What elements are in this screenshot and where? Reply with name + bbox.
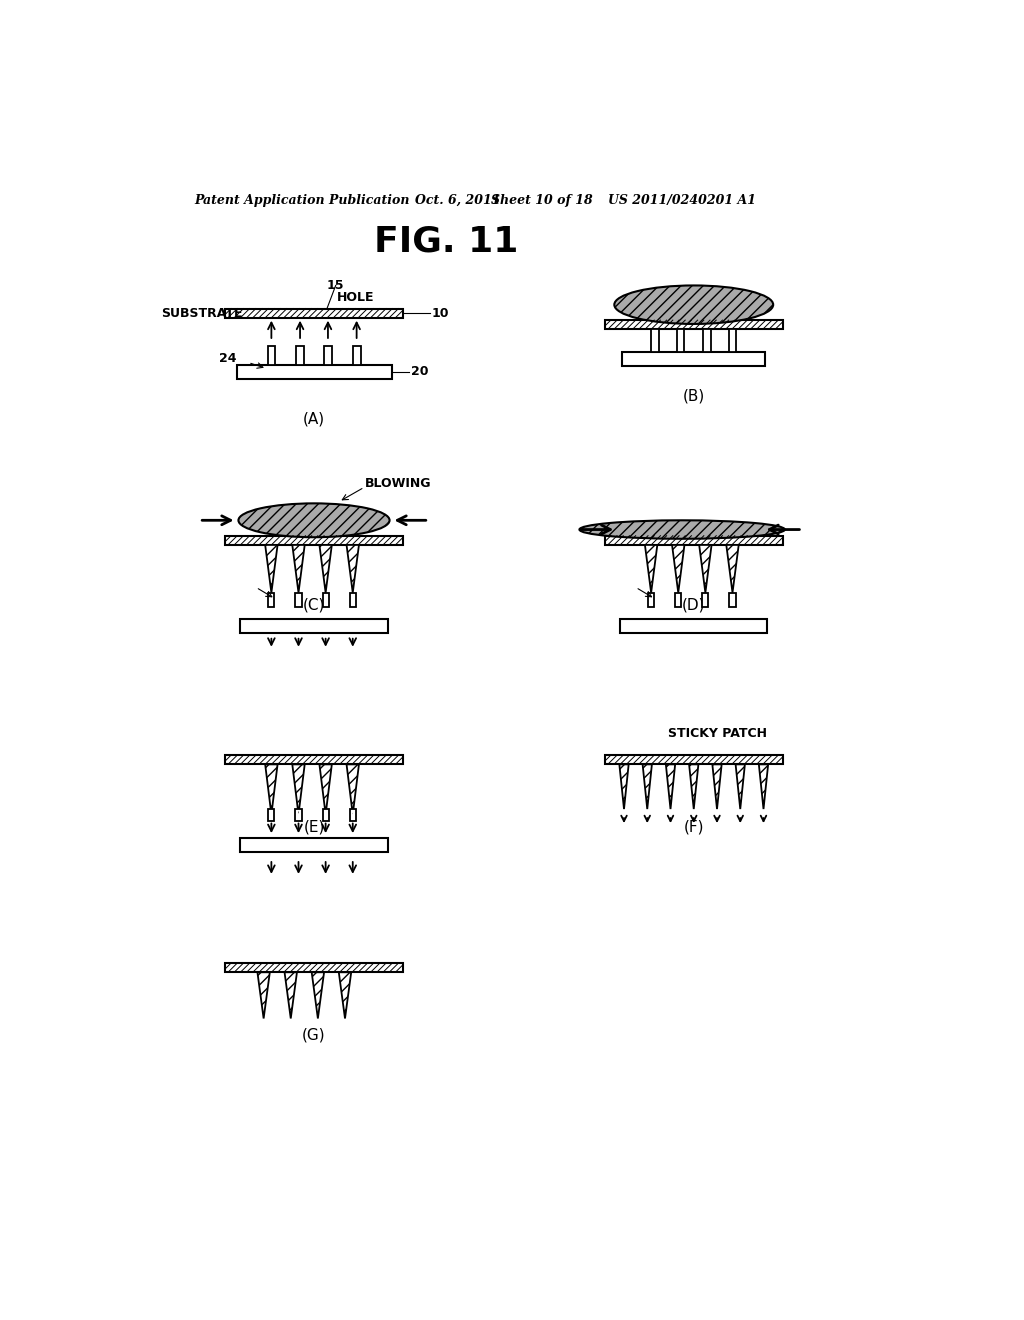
Text: (G): (G)	[302, 1027, 326, 1043]
Polygon shape	[265, 545, 278, 593]
Ellipse shape	[580, 520, 784, 539]
Bar	[651, 330, 658, 352]
Bar	[225, 536, 403, 545]
Bar	[241, 619, 388, 632]
Bar	[604, 755, 783, 764]
Polygon shape	[643, 764, 652, 809]
Bar	[268, 593, 274, 607]
Polygon shape	[645, 545, 657, 593]
Bar	[225, 755, 403, 764]
Text: 10: 10	[432, 306, 450, 319]
Text: (C): (C)	[303, 598, 326, 612]
Bar	[268, 809, 274, 821]
Bar	[323, 809, 329, 821]
Bar	[675, 593, 681, 607]
Polygon shape	[620, 764, 629, 809]
Ellipse shape	[239, 503, 389, 537]
Bar	[604, 321, 783, 330]
Bar	[237, 364, 391, 379]
Bar	[622, 352, 765, 367]
Bar	[349, 809, 356, 821]
Polygon shape	[666, 764, 675, 809]
Polygon shape	[319, 764, 332, 814]
Polygon shape	[346, 545, 359, 593]
Polygon shape	[285, 973, 297, 1019]
Polygon shape	[672, 545, 684, 593]
Text: (A): (A)	[303, 411, 325, 426]
Polygon shape	[759, 764, 768, 809]
Bar	[323, 593, 329, 607]
Text: 20: 20	[411, 366, 428, 379]
Bar	[729, 330, 736, 352]
Polygon shape	[292, 545, 305, 593]
Polygon shape	[689, 764, 698, 809]
Bar	[677, 330, 684, 352]
Text: Sheet 10 of 18: Sheet 10 of 18	[490, 194, 593, 207]
Bar	[241, 838, 388, 853]
Text: 24: 24	[219, 352, 237, 366]
Bar	[648, 593, 654, 607]
Text: (E): (E)	[303, 820, 325, 834]
Text: SUBSTRATE: SUBSTRATE	[161, 306, 243, 319]
Polygon shape	[713, 764, 722, 809]
Text: (B): (B)	[683, 388, 705, 403]
Bar	[349, 593, 356, 607]
Bar	[703, 330, 711, 352]
Bar	[225, 309, 403, 318]
Text: BLOWING: BLOWING	[365, 477, 431, 490]
Polygon shape	[265, 764, 278, 814]
Text: 15: 15	[327, 279, 344, 292]
Bar	[702, 593, 709, 607]
Bar	[621, 619, 767, 632]
Text: (F): (F)	[683, 820, 705, 834]
Polygon shape	[699, 545, 712, 593]
Bar	[324, 346, 332, 364]
Polygon shape	[735, 764, 744, 809]
Polygon shape	[257, 973, 270, 1019]
Text: Oct. 6, 2011: Oct. 6, 2011	[415, 194, 501, 207]
Bar	[225, 964, 403, 973]
Polygon shape	[319, 545, 332, 593]
Text: Patent Application Publication: Patent Application Publication	[194, 194, 410, 207]
Polygon shape	[339, 973, 351, 1019]
Polygon shape	[726, 545, 738, 593]
Bar	[295, 809, 302, 821]
Polygon shape	[346, 764, 359, 814]
Bar	[295, 593, 302, 607]
Ellipse shape	[614, 285, 773, 323]
Polygon shape	[292, 764, 305, 814]
Polygon shape	[311, 973, 324, 1019]
Bar	[352, 346, 360, 364]
Bar	[604, 536, 783, 545]
Text: STICKY PATCH: STICKY PATCH	[668, 727, 767, 741]
Text: (D): (D)	[682, 598, 706, 612]
Text: HOLE: HOLE	[337, 290, 375, 304]
Text: FIG. 11: FIG. 11	[374, 224, 518, 259]
Bar	[267, 346, 275, 364]
Bar	[729, 593, 735, 607]
Text: US 2011/0240201 A1: US 2011/0240201 A1	[608, 194, 757, 207]
Bar	[296, 346, 304, 364]
